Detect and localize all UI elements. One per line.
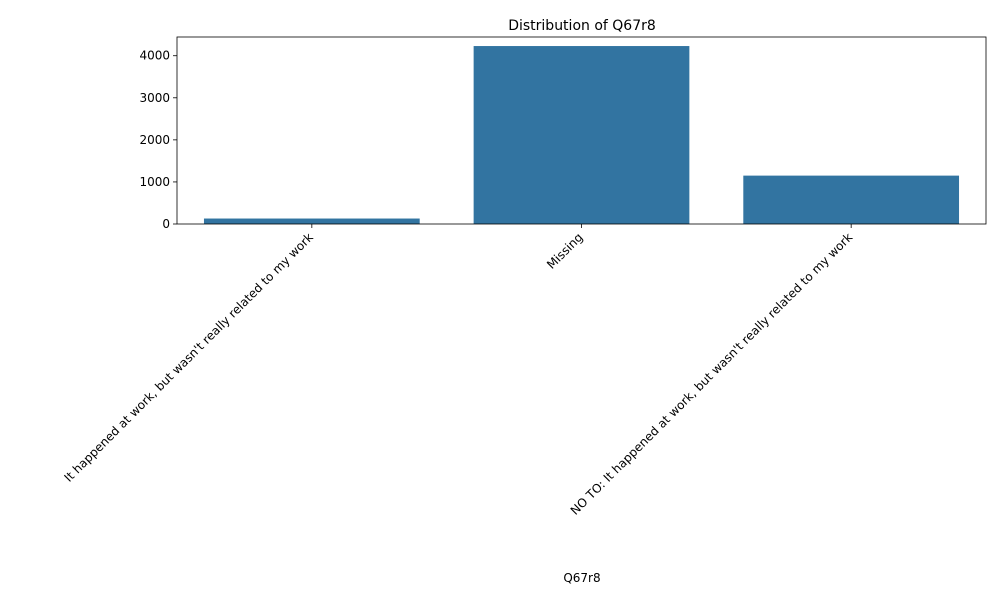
y-tick-label-3: 3000 [139,91,170,105]
x-tick-label-2: NO TO: It happened at work, but wasn't r… [568,230,856,518]
y-tick-label-4: 4000 [139,49,170,63]
bars-group [203,46,960,224]
x-tick-label-0: It happened at work, but wasn't really r… [61,230,316,485]
bar-2 [743,175,960,224]
bar-0 [203,218,420,224]
bar-1 [473,46,690,224]
x-axis: It happened at work, but wasn't really r… [61,224,855,518]
x-axis-label: Q67r8 [563,571,600,585]
y-tick-label-1: 1000 [139,175,170,189]
x-tick-label-1: Missing [544,230,586,272]
y-tick-label-0: 0 [162,217,170,231]
y-axis: 0 1000 2000 3000 4000 [139,49,177,231]
chart-title: Distribution of Q67r8 [508,18,656,34]
plot-frame [176,36,987,225]
y-tick-label-2: 2000 [139,133,170,147]
